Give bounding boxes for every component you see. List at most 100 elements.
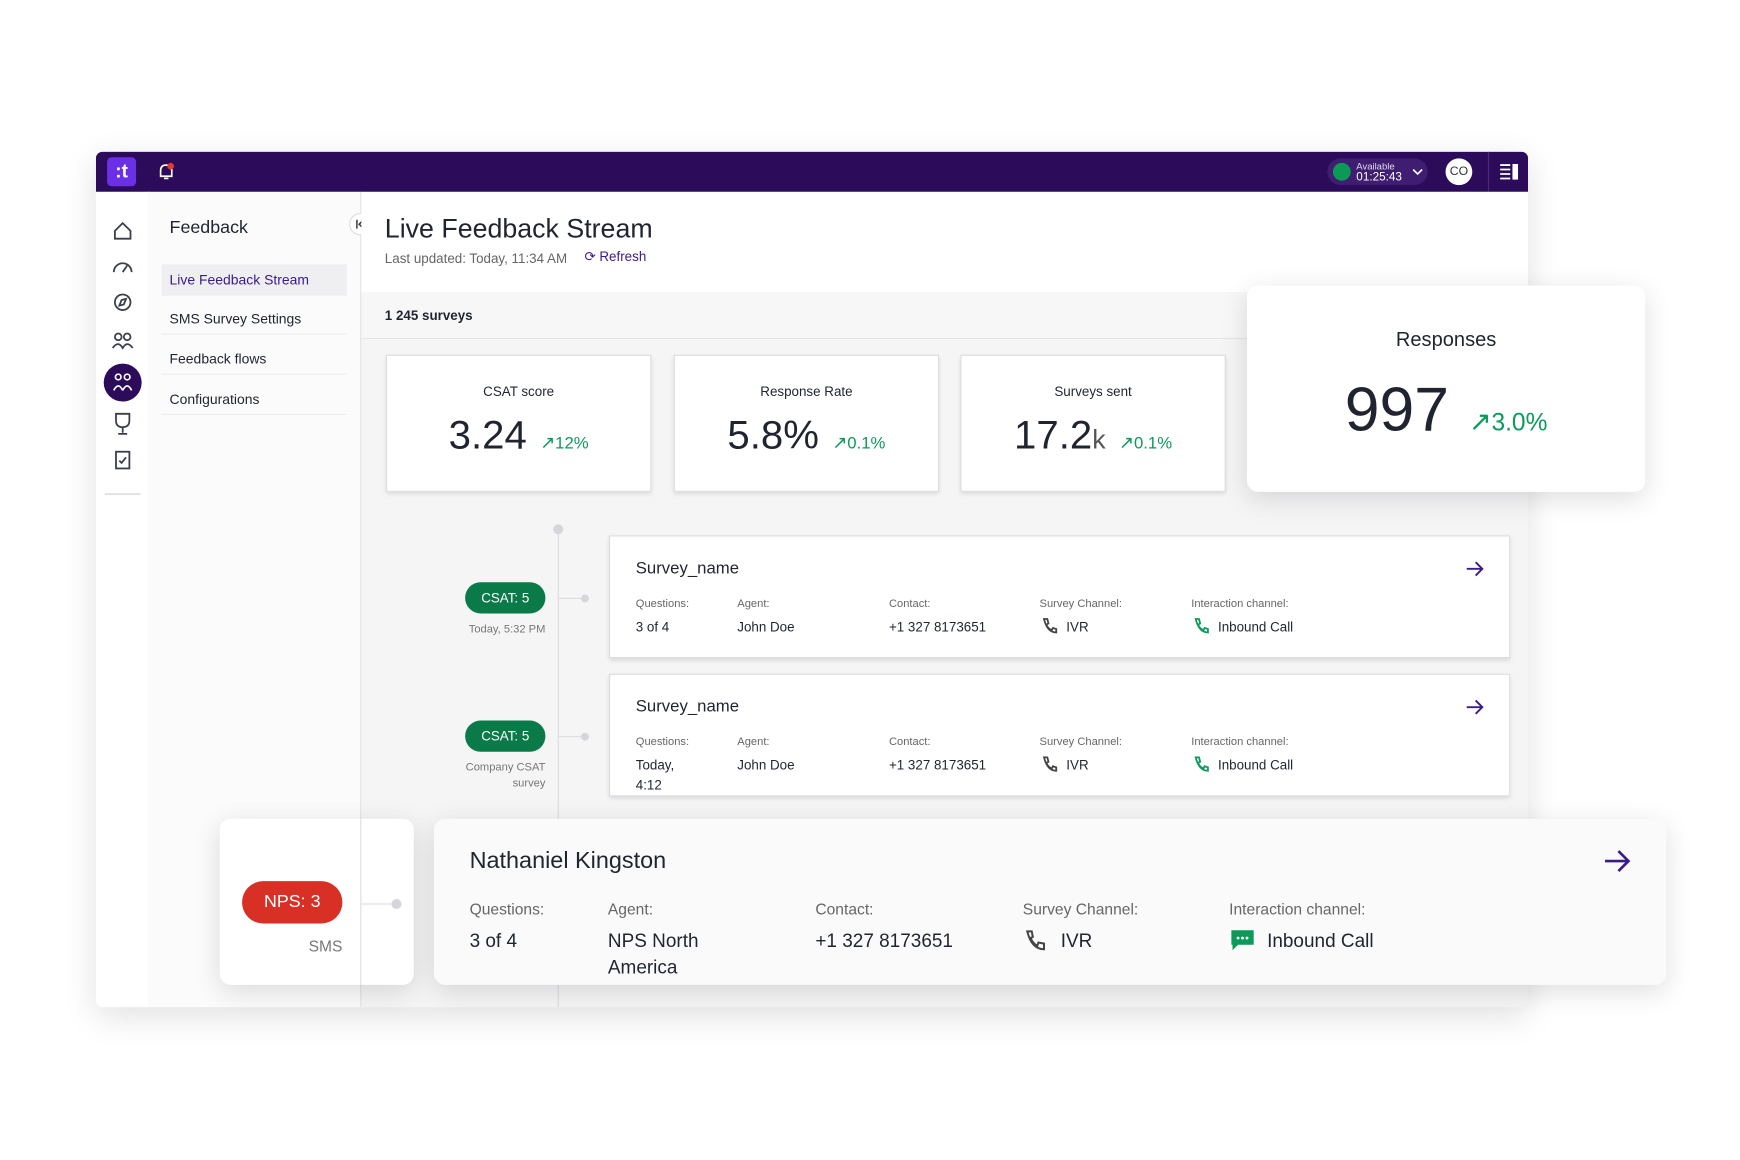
field-label: Interaction channel:	[1191, 736, 1289, 749]
trend-icon: ↗	[540, 433, 556, 453]
channel-icon	[1191, 754, 1211, 780]
responses-row: 997 ↗3.0%	[1247, 373, 1645, 445]
metric-value: 17.2	[1014, 411, 1093, 458]
metric-card: Response Rate 5.8% ↗0.1%	[673, 354, 940, 492]
highlight-card: Nathaniel Kingston Questions: 3 of 4 Agent:…	[433, 818, 1667, 985]
field-label: Questions:	[635, 597, 690, 611]
survey-name: Survey_name	[635, 558, 740, 578]
nav-item[interactable]: Configurations	[161, 384, 347, 415]
field-value: NPS North America	[607, 930, 699, 979]
divider	[1487, 151, 1490, 192]
metric-label: Response Rate	[760, 383, 853, 400]
field-label: Agent:	[737, 736, 770, 749]
survey-count: 1 245 surveys	[384, 307, 473, 324]
metric-value: 3.24	[448, 411, 527, 458]
field-value: 3 of 4	[469, 930, 518, 952]
csat-badge: CSAT: 5	[465, 720, 546, 752]
field-value: +1 327 8173651	[888, 619, 987, 635]
field-value: 3 of 4	[635, 619, 670, 635]
channel-icon-svg	[1194, 756, 1209, 772]
channel-icon-svg	[1042, 756, 1058, 772]
channel-icon	[1229, 928, 1256, 958]
field-value: Inbound Call	[1217, 757, 1294, 773]
channel-icon-svg	[1231, 930, 1254, 951]
responses-label: Responses	[1395, 327, 1497, 351]
connector-dot	[581, 594, 589, 603]
responses-card: Responses 997 ↗3.0%	[1246, 285, 1646, 492]
status-icon	[1332, 162, 1351, 181]
refresh-link[interactable]: ⟳ Refresh	[584, 249, 646, 265]
field-value: John Doe	[737, 619, 795, 635]
connector-dot	[391, 898, 402, 910]
field-value: Inbound Call	[1267, 930, 1374, 952]
field-label: Interaction channel:	[1229, 900, 1366, 918]
status-timer: 01:25:43	[1356, 170, 1402, 185]
refresh-text: Refresh	[599, 248, 647, 265]
refresh-icon: ⟳	[584, 248, 600, 265]
field-label: Interaction channel:	[1191, 597, 1289, 611]
channel-icon-svg	[1025, 930, 1045, 951]
field-value: IVR	[1066, 757, 1089, 773]
field-value: +1 327 8173651	[888, 757, 987, 773]
menu-icon[interactable]	[1499, 163, 1519, 181]
metric-value: 5.8%	[727, 411, 819, 458]
avatar[interactable]: CO	[1445, 158, 1473, 186]
feed-card: Survey_name Questions: Today, 4:12 Agent: Jo…	[608, 673, 1511, 797]
connector-dot	[581, 732, 589, 741]
rail-icons	[103, 221, 142, 495]
nav-item-active[interactable]: Live Feedback Stream	[161, 264, 347, 296]
chevron	[1412, 168, 1423, 176]
open-arrow	[1464, 559, 1484, 585]
contact-name: Nathaniel Kingston	[469, 847, 667, 874]
field-label: Contact:	[888, 736, 931, 749]
field-label: Survey Channel:	[1039, 736, 1123, 749]
trend-icon: ↗	[1469, 407, 1492, 438]
feed-meta: Company CSAT survey	[465, 761, 546, 790]
field-value: +1 327 8173651	[815, 930, 953, 952]
icon-rail	[95, 191, 150, 1008]
field-value: Today, 4:12	[635, 757, 675, 794]
channel-icon	[1023, 928, 1048, 958]
nav-item[interactable]: SMS Survey Settings	[161, 303, 347, 335]
field-label: Contact:	[815, 900, 874, 918]
field-label: Agent:	[737, 597, 770, 611]
top-bar: :t Available 01:25:43 CO	[95, 151, 1529, 192]
connector	[558, 736, 584, 738]
field-label: Survey Channel:	[1039, 597, 1123, 611]
channel-icon-svg	[1042, 618, 1058, 634]
metric-change: 0.1%	[1133, 433, 1173, 453]
open-arrow	[1464, 697, 1484, 723]
status-text: Available	[1356, 160, 1395, 172]
channel-icon	[1191, 616, 1211, 642]
trend-icon: ↗	[832, 433, 848, 453]
feed-card: Survey_name Questions: 3 of 4 Agent: John Do…	[608, 535, 1511, 659]
status-pill[interactable]: Available 01:25:43	[1327, 158, 1428, 186]
field-value: Inbound Call	[1217, 619, 1294, 635]
open-arrow-svg	[1466, 561, 1484, 577]
metric-row: 3.24 ↗12%	[387, 412, 650, 459]
field-value: IVR	[1066, 619, 1089, 635]
bell-icon[interactable]	[157, 162, 175, 182]
metric-change: 0.1%	[847, 433, 886, 453]
page-title: Live Feedback Stream	[384, 214, 653, 245]
nav-item[interactable]: Feedback flows	[161, 344, 347, 375]
header: Live Feedback Stream Last updated: Today…	[361, 191, 1529, 293]
field-label: Agent:	[607, 900, 654, 918]
metric-row: 17.2k ↗0.1%	[961, 412, 1224, 459]
metric-label: Surveys sent	[1054, 383, 1132, 400]
field-label: Questions:	[469, 900, 545, 918]
field-label: Questions:	[635, 736, 690, 749]
responses-change: 3.0%	[1491, 408, 1548, 437]
field-label: Survey Channel:	[1022, 900, 1139, 918]
logo[interactable]: :t	[107, 157, 137, 187]
open-arrow	[1603, 848, 1632, 880]
field-label: Contact:	[888, 597, 931, 611]
metric-row: 5.8% ↗0.1%	[675, 412, 938, 459]
timeline	[360, 818, 362, 985]
channel-icon	[1040, 754, 1060, 780]
last-updated: Last updated: Today, 11:34 AM	[384, 250, 568, 267]
trend-icon: ↗	[1118, 433, 1134, 453]
feed-meta: Today, 5:32 PM	[468, 623, 546, 636]
